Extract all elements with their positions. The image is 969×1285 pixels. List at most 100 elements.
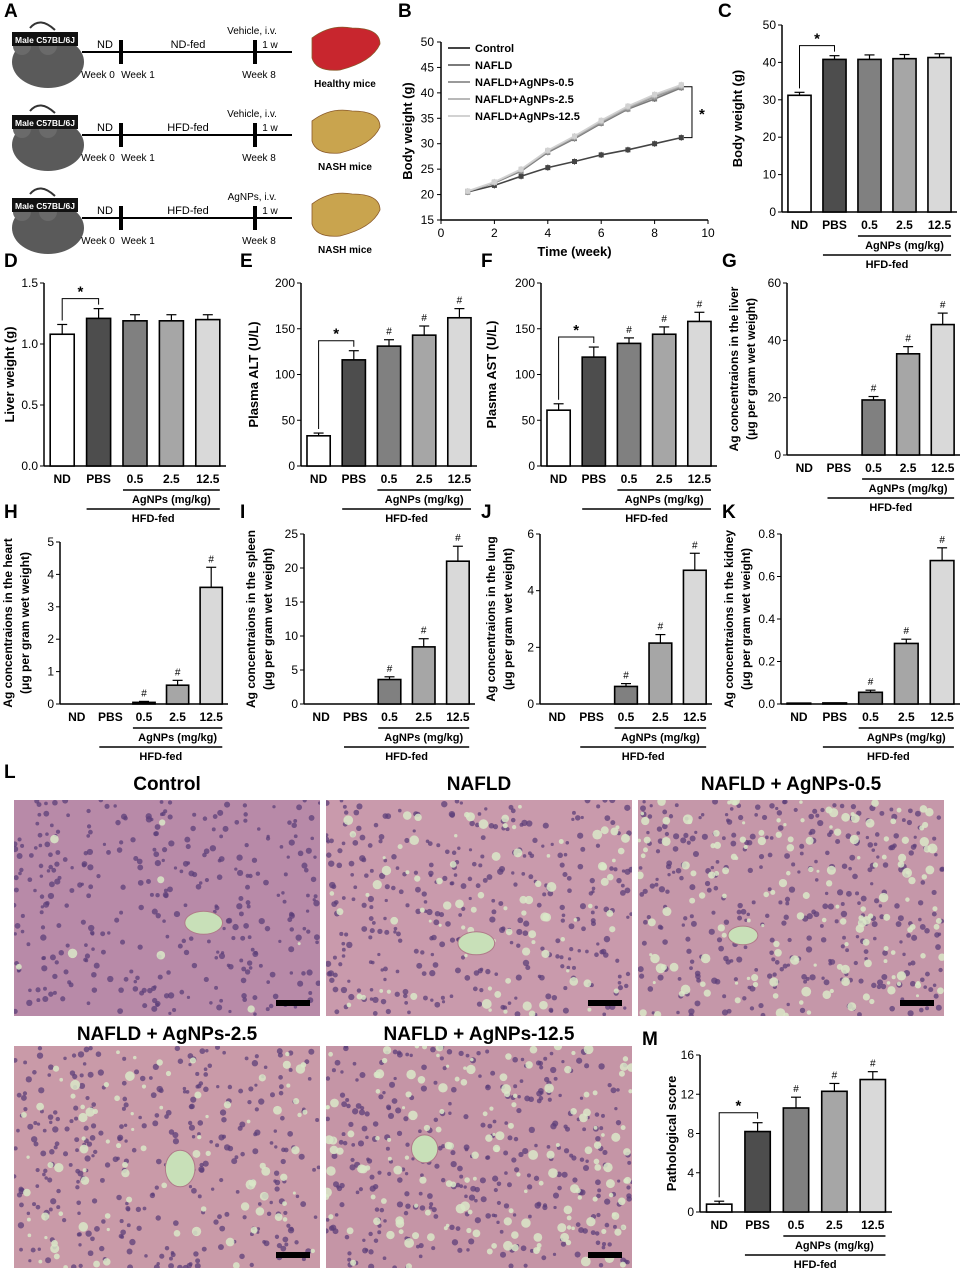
nucleus	[461, 906, 466, 911]
nucleus	[694, 830, 698, 834]
nucleus	[559, 904, 565, 911]
nucleus	[834, 919, 839, 924]
bar	[377, 678, 402, 705]
nucleus	[252, 951, 259, 958]
lipid-vacuole	[786, 870, 791, 876]
lipid-vacuole	[890, 818, 897, 825]
nucleus	[873, 842, 878, 847]
nucleus	[542, 892, 547, 897]
nucleus	[75, 1148, 79, 1153]
lipid-vacuole	[423, 1124, 431, 1132]
nucleus	[119, 1219, 124, 1224]
nucleus	[62, 1218, 67, 1223]
nucleus	[470, 1185, 477, 1192]
mouse-strain-label: Male C57BL/6J	[15, 118, 75, 128]
nucleus	[91, 987, 98, 993]
lipid-vacuole	[608, 1192, 614, 1198]
lipid-vacuole	[886, 981, 891, 985]
nucleus	[87, 1250, 94, 1257]
nucleus	[326, 1228, 329, 1234]
nucleus	[775, 806, 779, 811]
nucleus	[341, 841, 346, 846]
nucleus	[304, 1059, 310, 1065]
x-tick-label: 0.5	[381, 472, 398, 486]
nucleus	[219, 834, 224, 839]
series-point	[625, 103, 631, 109]
nucleus	[848, 866, 852, 871]
lipid-vacuole	[131, 1127, 135, 1131]
lipid-vacuole	[487, 986, 493, 991]
nucleus	[546, 1145, 551, 1149]
nucleus	[41, 955, 47, 961]
nucleus	[136, 858, 143, 865]
x-tick-label: 2.5	[652, 710, 669, 724]
nucleus	[412, 829, 416, 833]
lipid-vacuole	[511, 1231, 519, 1239]
nucleus	[107, 931, 111, 935]
lipid-vacuole	[593, 1125, 598, 1130]
nucleus	[419, 1205, 426, 1211]
x-tick-label: ND	[790, 710, 808, 724]
nucleus	[503, 1203, 510, 1209]
nucleus	[45, 832, 49, 836]
nucleus	[153, 831, 159, 837]
lipid-vacuole	[534, 880, 542, 888]
nucleus	[116, 1156, 120, 1161]
lipid-vacuole	[390, 916, 399, 925]
nucleus	[123, 1123, 128, 1127]
nucleus	[418, 1191, 423, 1196]
nucleus	[603, 952, 609, 958]
nucleus	[23, 1107, 28, 1112]
lipid-vacuole	[839, 918, 847, 925]
hash-mark: #	[871, 384, 877, 395]
lipid-vacuole	[938, 953, 944, 961]
nucleus	[165, 1109, 172, 1116]
nucleus	[54, 878, 61, 885]
nucleus	[468, 1194, 476, 1201]
nucleus	[213, 1219, 219, 1225]
lipid-vacuole	[414, 813, 422, 822]
nucleus	[788, 886, 796, 893]
nucleus	[146, 879, 151, 884]
nucleus	[332, 972, 338, 978]
nucleus	[910, 960, 916, 966]
lipid-vacuole	[566, 969, 570, 973]
lipid-vacuole	[619, 1261, 626, 1268]
nucleus	[141, 987, 147, 993]
bar	[446, 316, 472, 467]
significance-star: *	[699, 106, 705, 123]
nucleus	[14, 932, 17, 936]
hash-mark: #	[623, 671, 629, 682]
nucleus	[91, 1154, 95, 1158]
nucleus	[771, 957, 776, 962]
bar	[820, 1090, 848, 1213]
nucleus	[169, 1256, 173, 1261]
lipid-vacuole	[821, 917, 827, 923]
nucleus	[348, 860, 355, 867]
nucleus	[123, 815, 128, 821]
y-tick-label: 0.5	[21, 398, 38, 412]
lipid-vacuole	[491, 1243, 497, 1249]
nucleus	[313, 934, 320, 941]
x-tick-label: 2.5	[656, 472, 673, 486]
nucleus	[336, 1185, 343, 1192]
lipid-vacuole	[282, 1060, 291, 1069]
nucleus	[421, 971, 427, 976]
lipid-vacuole	[849, 834, 859, 845]
nucleus	[44, 801, 48, 806]
nucleus	[347, 1257, 352, 1262]
nucleus	[639, 973, 645, 979]
nucleus	[411, 1157, 415, 1161]
lipid-vacuole	[796, 912, 805, 920]
nucleus	[91, 1102, 97, 1107]
nucleus	[809, 974, 816, 981]
nucleus	[295, 934, 302, 941]
lipid-vacuole	[92, 1108, 99, 1115]
nucleus	[522, 1148, 529, 1155]
nucleus	[536, 1201, 542, 1207]
lipid-vacuole	[772, 993, 779, 999]
nucleus	[812, 808, 818, 814]
nucleus	[857, 1012, 862, 1016]
nucleus	[494, 972, 499, 976]
nucleus	[777, 825, 784, 831]
